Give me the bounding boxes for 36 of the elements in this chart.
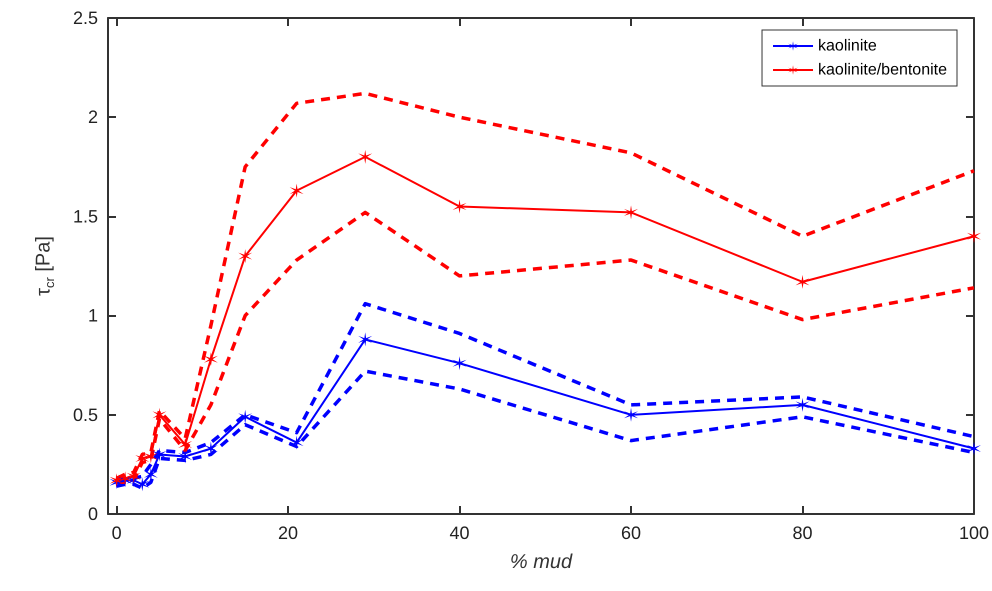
y-tick-label: 0 (88, 504, 98, 524)
point (358, 332, 372, 346)
y-tick-label: 0.5 (72, 404, 98, 425)
legend-label: kaolinite (818, 38, 877, 54)
point (796, 398, 810, 412)
point (966, 442, 981, 456)
point (452, 199, 467, 214)
point (204, 352, 218, 366)
point (135, 477, 150, 492)
point (452, 356, 467, 370)
x-tick-label: 40 (450, 523, 470, 543)
point (624, 205, 638, 220)
point (966, 229, 981, 244)
y-tick-label: 2.5 (72, 8, 98, 28)
x-tick-label: 80 (792, 523, 813, 543)
point (290, 436, 304, 450)
y-tick-label: 2 (88, 107, 98, 128)
x-tick-label: 100 (958, 523, 990, 543)
point (178, 438, 192, 452)
point (144, 449, 158, 464)
point (238, 410, 252, 424)
x-tick-label: 60 (621, 523, 642, 543)
legend-label: kaolinite/bentonite (818, 62, 948, 78)
x-tick-label: 20 (278, 523, 298, 543)
point (290, 184, 304, 198)
point (624, 408, 638, 422)
point (796, 274, 810, 289)
point (238, 249, 252, 264)
point (152, 447, 166, 462)
x-tick-label: 0 (112, 523, 122, 543)
x-axis-title: % mud (510, 551, 573, 573)
y-tick-label: 1.5 (72, 206, 98, 226)
point (178, 449, 192, 464)
point (358, 150, 372, 164)
y-axis-title: τcr [Pa] (32, 236, 57, 296)
y-tick-label: 1 (88, 306, 98, 326)
